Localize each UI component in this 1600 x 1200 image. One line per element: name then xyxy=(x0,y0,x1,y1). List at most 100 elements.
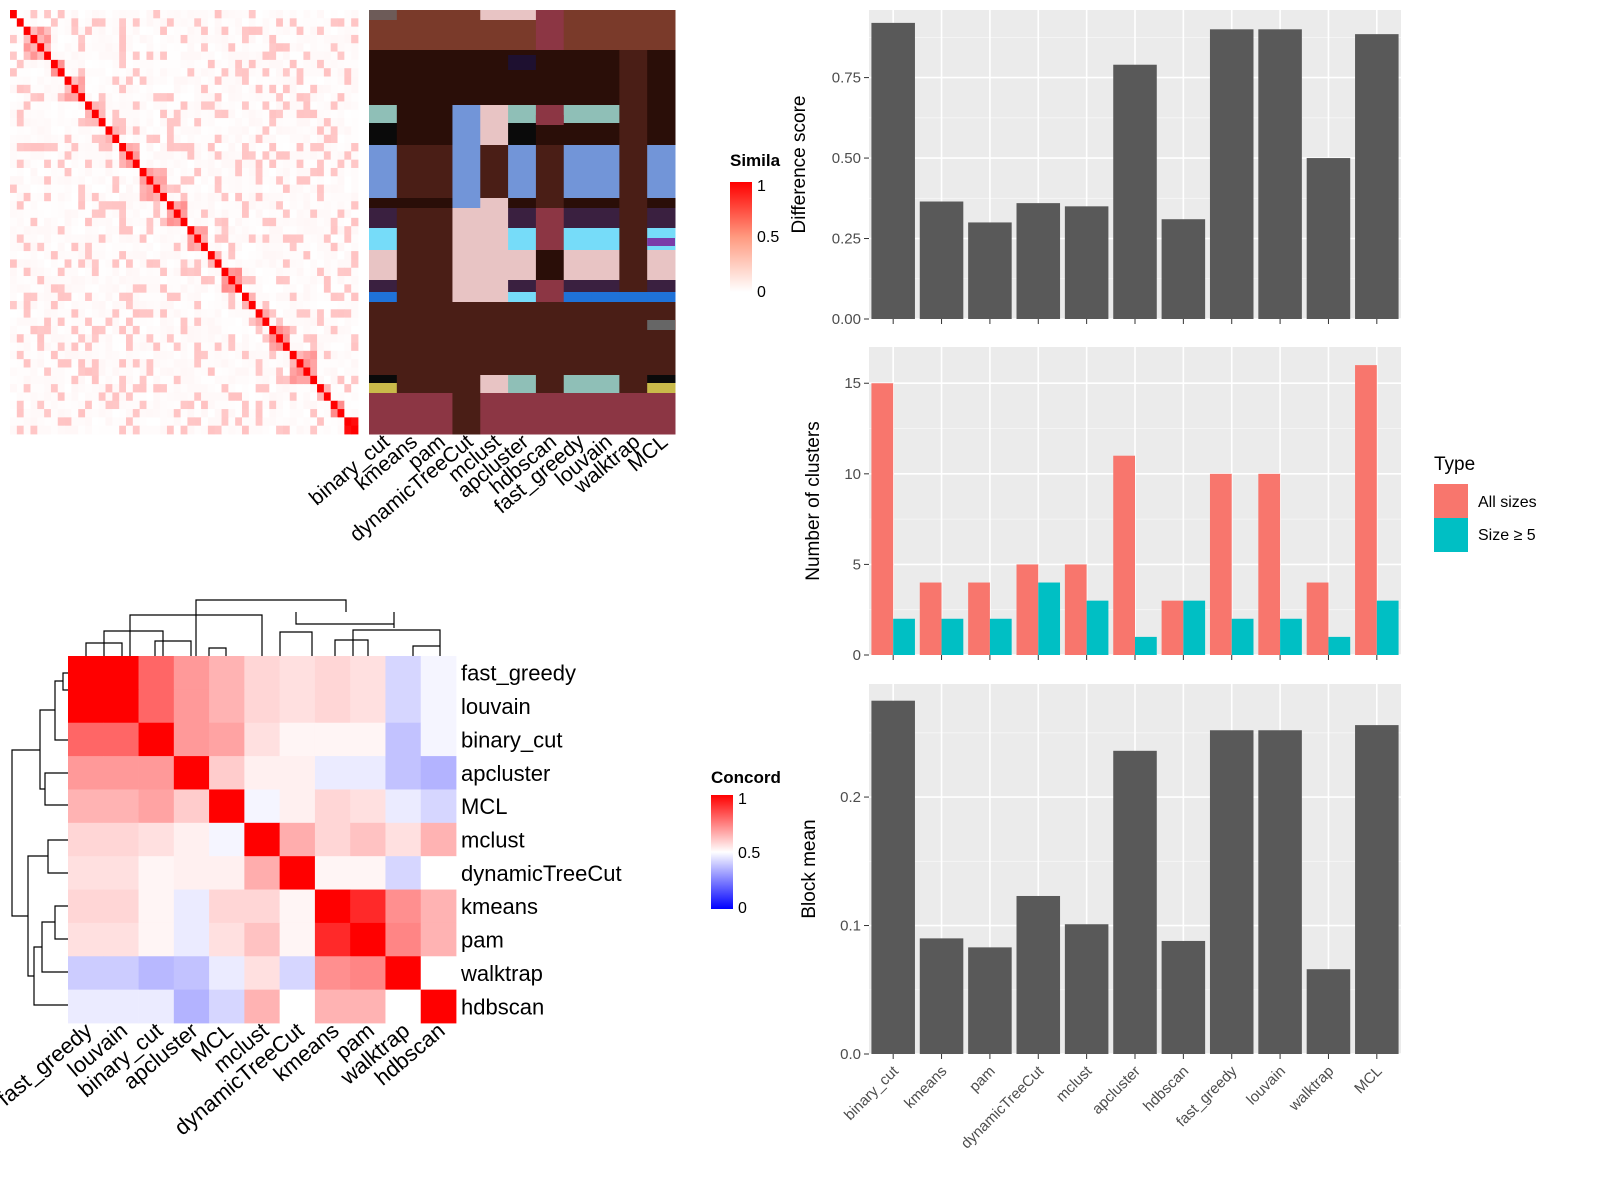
similarity-cell xyxy=(16,384,25,393)
similarity-cell xyxy=(112,93,120,102)
similarity-cell xyxy=(180,93,188,102)
similarity-cell xyxy=(57,134,65,144)
concordance-cell xyxy=(314,989,351,1024)
similarity-cell xyxy=(16,76,25,86)
concordance-cell xyxy=(279,722,316,757)
similarity-cell xyxy=(50,342,59,352)
similarity-cell xyxy=(112,251,120,260)
similarity-cell xyxy=(330,300,338,310)
similarity-cell xyxy=(296,10,304,19)
similarity-cell xyxy=(16,143,25,152)
similarity-cell xyxy=(344,43,352,52)
similarity-cell xyxy=(98,143,106,152)
similarity-cell xyxy=(16,234,25,244)
similarity-cell xyxy=(194,217,202,227)
similarity-cell xyxy=(330,226,338,235)
similarity-cell xyxy=(187,143,195,152)
similarity-cell xyxy=(248,350,257,360)
similarity-cell xyxy=(207,367,216,377)
similarity-cell xyxy=(187,151,195,161)
similarity-cell xyxy=(16,392,25,402)
annotation-cell xyxy=(535,160,565,199)
similarity-cell xyxy=(310,151,318,161)
similarity-cell xyxy=(71,26,79,36)
similarity-cell xyxy=(262,34,270,44)
similarity-cell xyxy=(78,176,86,185)
annotation-cell xyxy=(647,238,675,246)
similarity-cell xyxy=(248,300,257,310)
concordance-cell xyxy=(138,956,175,991)
annotation-cell xyxy=(563,228,593,251)
annotation-cell xyxy=(563,292,593,303)
similarity-cell xyxy=(214,68,222,77)
similarity-cell xyxy=(344,300,352,310)
similarity-cell xyxy=(44,300,52,310)
similarity-cell xyxy=(50,143,59,152)
similarity-cell xyxy=(289,18,297,28)
similarity-cell xyxy=(289,151,297,161)
annotation-cell xyxy=(508,280,537,293)
similarity-cell xyxy=(187,18,195,28)
similarity-cell xyxy=(173,68,181,77)
similarity-cell xyxy=(173,375,181,385)
similarity-cell xyxy=(269,118,277,127)
similarity-cell xyxy=(139,334,147,343)
annotation-cell xyxy=(424,302,453,376)
similarity-cell xyxy=(248,226,257,235)
similarity-cell xyxy=(248,284,257,294)
similarity-cell xyxy=(71,143,79,152)
similarity-cell xyxy=(153,201,161,210)
similarity-cell xyxy=(269,276,277,285)
similarity-cell xyxy=(221,134,229,144)
similarity-cell xyxy=(44,367,52,377)
similarity-cell xyxy=(30,251,38,260)
similarity-cell xyxy=(64,392,72,402)
similarity-cell xyxy=(221,234,229,244)
annotation-cell xyxy=(619,280,648,293)
similarity-cell xyxy=(160,384,168,393)
similarity-cell xyxy=(146,84,154,94)
annotation-cell xyxy=(647,105,676,124)
similarity-cell xyxy=(194,184,202,194)
similarity-cell xyxy=(44,292,52,302)
similarity-cell xyxy=(57,76,65,86)
concordance-cell xyxy=(209,922,245,957)
similarity-cell xyxy=(276,400,284,410)
similarity-cell xyxy=(276,134,284,144)
similarity-cell xyxy=(248,10,257,19)
similarity-cell xyxy=(91,300,100,310)
similarity-cell xyxy=(255,134,263,144)
similarity-cell xyxy=(180,226,188,235)
similarity-cell xyxy=(119,342,127,352)
similarity-cell xyxy=(146,176,154,185)
similarity-cell xyxy=(146,51,154,61)
similarity-cell xyxy=(201,68,209,77)
similarity-cell xyxy=(337,176,345,185)
similarity-cell xyxy=(351,184,359,194)
similarity-cell xyxy=(323,209,332,219)
similarity-cell xyxy=(57,400,65,410)
similarity-cell xyxy=(153,43,161,52)
concordance-cell xyxy=(314,956,351,991)
concordance-row-label: mclust xyxy=(461,828,525,853)
similarity-cell xyxy=(160,367,168,377)
similarity-cell xyxy=(30,292,38,302)
similarity-cell xyxy=(98,276,106,285)
similarity-cell xyxy=(166,217,175,227)
similarity-cell xyxy=(10,350,18,360)
similarity-cell xyxy=(248,409,257,418)
similarity-cell xyxy=(228,126,236,136)
annotation-cell xyxy=(563,20,593,51)
similarity-cell xyxy=(296,134,304,144)
concordance-cell xyxy=(279,789,316,824)
similarity-cell xyxy=(132,350,141,360)
similarity-cell xyxy=(276,267,284,277)
annotation-cell xyxy=(396,160,426,199)
bar xyxy=(1209,29,1254,320)
similarity-cell xyxy=(207,184,216,194)
similarity-cell xyxy=(242,18,250,28)
similarity-cell xyxy=(344,176,352,185)
similarity-cell xyxy=(98,334,106,343)
similarity-cell xyxy=(262,292,270,302)
similarity-cell xyxy=(180,43,188,52)
